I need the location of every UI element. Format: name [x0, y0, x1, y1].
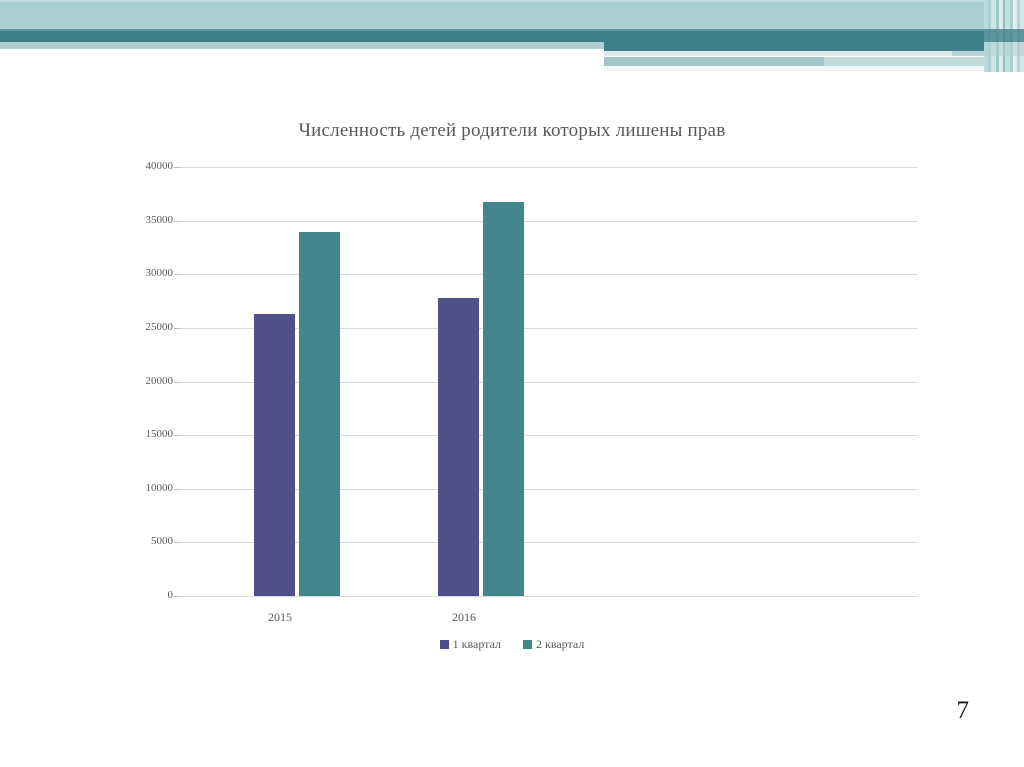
- header-band-medium-left: [0, 42, 604, 49]
- plot-area: [181, 167, 918, 597]
- x-tick-label-2015: 2015: [268, 610, 292, 624]
- gridline-0: [181, 596, 918, 597]
- legend-item-1[interactable]: 1 квартал: [439, 637, 501, 652]
- header-band-dark-highlight: [0, 29, 1024, 31]
- gridline-15000: [181, 435, 918, 437]
- y-axis-labels: 0 5000 10000 15000 20000 25000 30000 35000 40000: [0, 80, 1024, 767]
- bar-2015-series-1: [254, 314, 295, 596]
- gridline-20000: [181, 381, 918, 383]
- header-band-dark-right: [604, 42, 1024, 51]
- chart-legend: 1 квартал 2 квартал: [0, 637, 1024, 652]
- slide-body: Численность детей родители которых лишен…: [0, 80, 1024, 767]
- header-band-medium-right: [604, 57, 824, 66]
- slide-header-decoration: [0, 0, 1024, 80]
- bar-2015-series-2: [299, 232, 340, 596]
- legend-item-2[interactable]: 2 квартал: [523, 637, 584, 652]
- y-tick-mark-0: [174, 596, 181, 597]
- page-number: 7: [956, 697, 970, 724]
- bars-layer: [181, 167, 918, 596]
- header-band-faint: [604, 66, 1024, 71]
- header-band-pale: [0, 0, 1024, 2]
- bar-2016-series-2: [483, 201, 524, 596]
- y-tick-mark-20000: [174, 381, 181, 383]
- bar-2016-series-1: [438, 298, 479, 596]
- y-tick-mark-10000: [174, 488, 181, 490]
- gridline-5000: [181, 542, 918, 544]
- legend-swatch-icon-1: [439, 640, 449, 649]
- bar-chart: Численность детей родители которых лишен…: [0, 80, 1024, 767]
- y-tick-mark-25000: [174, 327, 181, 329]
- x-tick-label-2016: 2016: [452, 610, 476, 624]
- header-stripe-medium-overlay: [984, 42, 1024, 56]
- y-tick-label-10000: 10000: [145, 481, 174, 494]
- gridline-40000: [181, 167, 918, 168]
- gridline-10000: [181, 488, 918, 490]
- header-band-pale-right: [604, 51, 952, 56]
- chart-title: Численность детей родители которых лишен…: [298, 120, 726, 141]
- y-tick-label-0: 0: [167, 589, 174, 601]
- header-band-light: [0, 2, 1024, 31]
- header-stripe-dark-overlay: [984, 29, 1024, 42]
- gridline-25000: [181, 327, 918, 329]
- y-tick-mark-30000: [174, 274, 181, 276]
- y-tick-label-40000: 40000: [145, 160, 174, 172]
- y-tick-mark-5000: [174, 542, 181, 544]
- y-tick-label-35000: 35000: [145, 213, 174, 226]
- gridline-35000: [181, 220, 918, 222]
- y-tick-label-25000: 25000: [145, 320, 174, 333]
- header-band-dark: [0, 31, 1024, 42]
- legend-label-2: 2 квартал: [536, 637, 585, 651]
- gridline-30000: [181, 274, 918, 276]
- y-tick-label-20000: 20000: [145, 374, 174, 387]
- y-tick-mark-15000: [174, 435, 181, 437]
- y-tick-label-30000: 30000: [145, 267, 174, 280]
- y-tick-label-15000: 15000: [145, 428, 174, 441]
- y-tick-mark-40000: [174, 167, 181, 168]
- legend-label-1: 1 квартал: [452, 637, 501, 651]
- legend-swatch-icon-2: [523, 640, 532, 649]
- header-vertical-stripes: [984, 0, 1024, 72]
- y-tick-label-5000: 5000: [151, 535, 173, 548]
- y-tick-mark-35000: [174, 220, 181, 222]
- header-band-medium-right-end: [824, 57, 1024, 66]
